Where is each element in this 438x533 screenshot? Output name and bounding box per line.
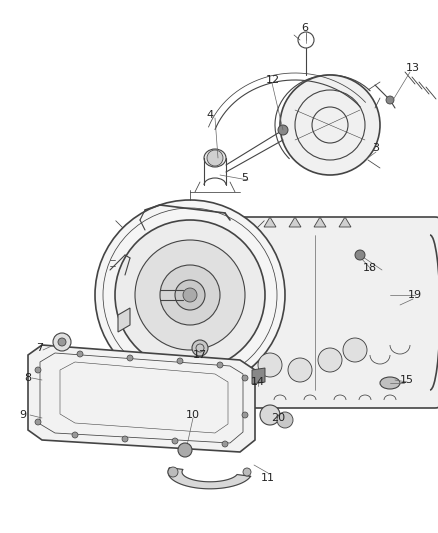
Circle shape	[242, 412, 248, 418]
Circle shape	[258, 353, 282, 377]
Text: 13: 13	[406, 63, 420, 73]
Text: 20: 20	[271, 413, 285, 423]
Polygon shape	[314, 217, 326, 227]
Circle shape	[260, 405, 280, 425]
Circle shape	[35, 419, 41, 425]
Circle shape	[115, 220, 265, 370]
Circle shape	[343, 338, 367, 362]
Polygon shape	[118, 308, 130, 332]
Text: 10: 10	[186, 410, 200, 420]
Text: 17: 17	[193, 350, 207, 360]
Circle shape	[172, 438, 178, 444]
Text: 3: 3	[372, 143, 379, 153]
Circle shape	[288, 358, 312, 382]
Text: 8: 8	[25, 373, 32, 383]
Circle shape	[77, 351, 83, 357]
Ellipse shape	[204, 149, 226, 167]
Circle shape	[122, 436, 128, 442]
Circle shape	[72, 432, 78, 438]
Circle shape	[178, 443, 192, 457]
Polygon shape	[168, 467, 251, 489]
Ellipse shape	[225, 217, 255, 408]
Circle shape	[175, 280, 205, 310]
Circle shape	[243, 468, 251, 476]
Circle shape	[207, 150, 223, 166]
Text: 9: 9	[19, 410, 27, 420]
Circle shape	[95, 200, 285, 390]
Circle shape	[53, 333, 71, 351]
Polygon shape	[289, 217, 301, 227]
Text: 6: 6	[301, 23, 308, 33]
Polygon shape	[339, 217, 351, 227]
Circle shape	[280, 75, 380, 175]
Text: 18: 18	[363, 263, 377, 273]
Circle shape	[35, 367, 41, 373]
Circle shape	[217, 362, 223, 368]
Circle shape	[318, 348, 342, 372]
Text: 5: 5	[241, 173, 248, 183]
Circle shape	[58, 338, 66, 346]
Polygon shape	[264, 217, 276, 227]
Polygon shape	[28, 345, 255, 452]
Circle shape	[278, 125, 288, 135]
Polygon shape	[252, 368, 265, 384]
Circle shape	[386, 96, 394, 104]
Text: 14: 14	[251, 377, 265, 387]
Circle shape	[277, 412, 293, 428]
Circle shape	[127, 355, 133, 361]
Circle shape	[222, 441, 228, 447]
Circle shape	[160, 265, 220, 325]
Circle shape	[177, 358, 183, 364]
Text: 12: 12	[266, 75, 280, 85]
Circle shape	[135, 240, 245, 350]
Text: 4: 4	[206, 110, 214, 120]
Circle shape	[355, 250, 365, 260]
Circle shape	[183, 288, 197, 302]
Circle shape	[192, 340, 208, 356]
Ellipse shape	[380, 377, 400, 389]
Circle shape	[242, 375, 248, 381]
Text: 7: 7	[36, 343, 43, 353]
Circle shape	[168, 467, 178, 477]
Text: 15: 15	[400, 375, 414, 385]
Text: 11: 11	[261, 473, 275, 483]
Text: 19: 19	[408, 290, 422, 300]
FancyBboxPatch shape	[232, 217, 438, 408]
